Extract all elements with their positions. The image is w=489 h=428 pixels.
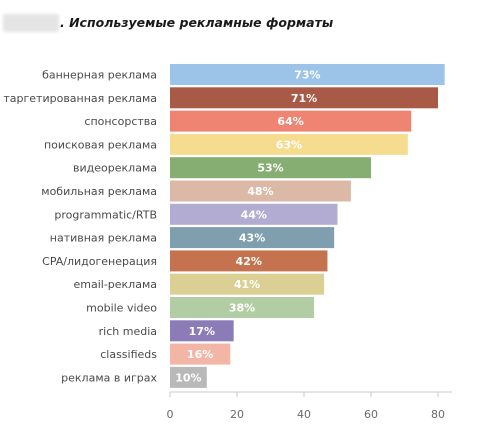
bar <box>170 297 315 318</box>
bar <box>170 110 412 132</box>
data-label: 73% <box>294 69 320 82</box>
bar <box>170 250 328 272</box>
bar <box>170 343 231 365</box>
data-label: 43% <box>239 232 265 245</box>
data-label: 64% <box>277 115 303 128</box>
data-label: 16% <box>187 348 213 361</box>
data-label: 42% <box>236 255 262 268</box>
category-label: rich media <box>99 325 157 338</box>
category-label: mobile video <box>86 302 157 315</box>
category-label: таргетированная реклама <box>3 92 157 105</box>
category-label: classifieds <box>100 348 157 361</box>
category-label: email-реклама <box>73 278 157 291</box>
category-label: видеореклама <box>73 162 157 175</box>
bar <box>170 133 408 155</box>
data-label: 10% <box>175 371 201 384</box>
chart-title: . Используемые рекламные форматы <box>60 15 334 30</box>
bar <box>170 366 207 388</box>
bar <box>170 273 325 295</box>
x-tick-label: 80 <box>431 408 445 421</box>
category-label: мобильная реклама <box>41 185 157 198</box>
bar <box>170 203 338 225</box>
data-label: 38% <box>229 302 255 315</box>
bar <box>170 64 445 85</box>
x-tick-label: 60 <box>364 408 378 421</box>
x-tick-label: 40 <box>297 408 311 421</box>
data-label: 53% <box>257 162 283 175</box>
category-label: реклама в играх <box>61 371 157 384</box>
category-label: нативная реклама <box>50 232 157 245</box>
data-label: 44% <box>241 208 267 221</box>
data-label: 63% <box>276 138 302 151</box>
data-label: 71% <box>291 92 317 105</box>
category-label: баннерная реклама <box>42 69 157 82</box>
bar <box>170 180 351 202</box>
x-tick-label: 20 <box>230 408 244 421</box>
x-tick-label: 0 <box>167 408 174 421</box>
category-label: CPA/лидогенерация <box>42 255 157 268</box>
data-label: 48% <box>247 185 273 198</box>
data-label: 17% <box>189 325 215 338</box>
category-label: спонсорства <box>84 115 157 128</box>
category-label: поисковая реклама <box>44 138 157 151</box>
bar <box>170 320 234 342</box>
bar <box>170 227 335 249</box>
bar <box>170 157 371 179</box>
category-label: programmatic/RTB <box>54 208 157 221</box>
data-label: 41% <box>234 278 260 291</box>
bar <box>170 87 438 109</box>
redacted-source-tag <box>3 14 59 32</box>
